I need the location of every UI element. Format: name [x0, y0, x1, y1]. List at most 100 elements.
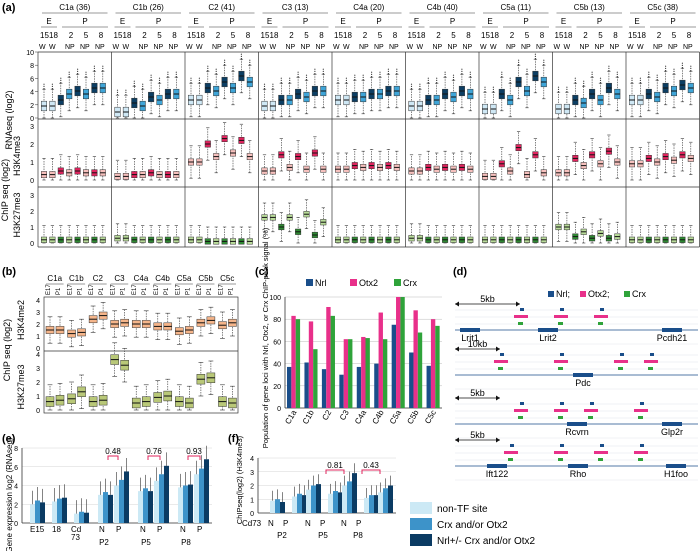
- outlier-dot: [509, 77, 511, 79]
- outlier-dot: [150, 74, 152, 76]
- pf-bar: [388, 485, 393, 513]
- outlier-dot: [190, 82, 192, 84]
- pe-bar: [154, 480, 159, 523]
- pf-ytick: 3: [250, 470, 254, 477]
- pd-peak-nrl: [520, 308, 524, 311]
- outlier-dot: [133, 85, 135, 87]
- pa-stage-e: E: [487, 17, 492, 26]
- outlier-dot: [608, 67, 610, 69]
- pb-k27-ytick: 0: [36, 408, 40, 415]
- pe-ytick: 0: [14, 521, 18, 528]
- outlier-dot: [289, 82, 291, 84]
- pe-bar: [159, 474, 164, 523]
- pa-stage-p: P: [523, 17, 528, 26]
- outlier-dot: [362, 79, 364, 81]
- pf-ytick: 4: [250, 456, 254, 463]
- pc-bar-crx: [400, 297, 405, 408]
- pa-sub-np: NP: [95, 44, 105, 51]
- pa-rna-ytick: 6: [30, 76, 34, 83]
- pd-gene-exon: [662, 328, 682, 332]
- pd-gene-label: Pdc: [575, 378, 591, 388]
- outlier-dot: [410, 83, 413, 85]
- outlier-dot: [469, 76, 471, 78]
- pd-gene-label: Lrit1: [461, 333, 479, 343]
- outlier-dot: [224, 61, 226, 64]
- pe-ytick: 6: [14, 465, 18, 472]
- outlier-dot: [322, 70, 324, 72]
- outlier-dot: [60, 79, 62, 81]
- pc-bar-otx2: [308, 321, 314, 408]
- pe-group-label: P8: [181, 538, 191, 547]
- pc-category-label: C5a: [388, 408, 403, 426]
- pc-category-label: C3: [338, 408, 351, 422]
- outlier-dot: [215, 73, 217, 75]
- outlier-dot: [102, 65, 104, 67]
- outlier-dot: [207, 65, 209, 67]
- pa-sub-np: NP: [139, 44, 149, 51]
- pa-chip-ylabel: ChIP seq (log2): [0, 159, 10, 221]
- pb-stage-label: E17: [175, 284, 181, 295]
- pd-scale-arrow-left: [455, 395, 459, 401]
- outlier-dot: [43, 88, 45, 90]
- pd-peak-crx: [598, 458, 603, 461]
- outlier-dot: [444, 73, 446, 75]
- pf-group-label: P2: [277, 531, 287, 540]
- pd-peak-crx: [558, 367, 563, 370]
- outlier-dot: [68, 76, 70, 78]
- pc-bar-crx: [348, 339, 353, 408]
- outlier-dot: [142, 83, 144, 85]
- pc-bar-nrl: [409, 352, 414, 408]
- pd-gene-label: Rcvrn: [565, 427, 589, 437]
- outlier-dot: [102, 67, 104, 69]
- panel-d-tracks: Nrl; Otx2; Crx 5kb Lrit1 Lrit2 Pcdh21 10kb Pdc 5k…: [455, 289, 698, 481]
- outlier-dot: [566, 88, 568, 90]
- pe-bar: [40, 502, 45, 523]
- pa-sub-np: NP: [595, 44, 605, 51]
- pf-xlabel: N: [268, 519, 274, 528]
- pd-peak-crx: [638, 416, 643, 419]
- pd-scale-arrow-right: [496, 395, 500, 401]
- pf-bar: [364, 497, 369, 513]
- pe-bar: [98, 494, 103, 523]
- pa-stage-e: E: [46, 17, 51, 26]
- outlier-dot: [444, 76, 446, 78]
- pa-tick-p: 2: [583, 31, 588, 40]
- outlier-dot: [616, 73, 618, 75]
- outlier-dot: [354, 74, 356, 76]
- outlier-dot: [387, 68, 389, 70]
- outlier-dot: [371, 71, 373, 73]
- pe-bar: [124, 471, 129, 523]
- outlier-dot: [224, 64, 226, 66]
- outlier-dot: [631, 82, 633, 84]
- pf-pvalue-bracket: [361, 469, 381, 474]
- pc-bar-otx2: [361, 336, 366, 408]
- pa-sub-w: W: [123, 44, 130, 51]
- outlier-dot: [198, 77, 200, 79]
- pc-ytick: 80: [273, 317, 281, 324]
- pf-bar: [333, 491, 338, 513]
- panel-c-chart: 0 20 40 60 80 100 C1a C1b C2 C3 C4a C4b C5a C5b C5c Nrl…: [269, 278, 442, 426]
- pa-tick-p: 2: [657, 31, 662, 40]
- pa-sub-np: NP: [80, 44, 90, 51]
- pa-tick-e18: 18: [123, 31, 132, 40]
- pa-sub-w: W: [480, 44, 487, 51]
- pa-tick-p: 8: [687, 31, 692, 40]
- pa-cluster-label: C4b (40): [427, 3, 458, 12]
- pa-sub-w: W: [417, 44, 424, 51]
- panel-label-f: (f): [228, 433, 239, 445]
- pa-tick-p: 5: [84, 31, 89, 40]
- outlier-dot: [665, 70, 667, 72]
- pf-bar: [328, 493, 333, 513]
- pc-bar-crx: [435, 325, 440, 408]
- pd-gene-label: Pcdh21: [657, 333, 688, 343]
- pa-k4-ytick: 0: [30, 178, 34, 185]
- pd-legend-label: Crx: [632, 289, 646, 299]
- pd-peak-nrl: [600, 444, 604, 447]
- panel-label-c: (c): [255, 266, 269, 278]
- panel-label-d: (d): [453, 266, 467, 278]
- pb-stage-label: P1: [185, 287, 191, 295]
- outlier-dot: [249, 61, 251, 64]
- pc-bar-otx2: [343, 339, 349, 408]
- outlier-dot: [68, 71, 70, 73]
- outlier-dot: [419, 88, 421, 90]
